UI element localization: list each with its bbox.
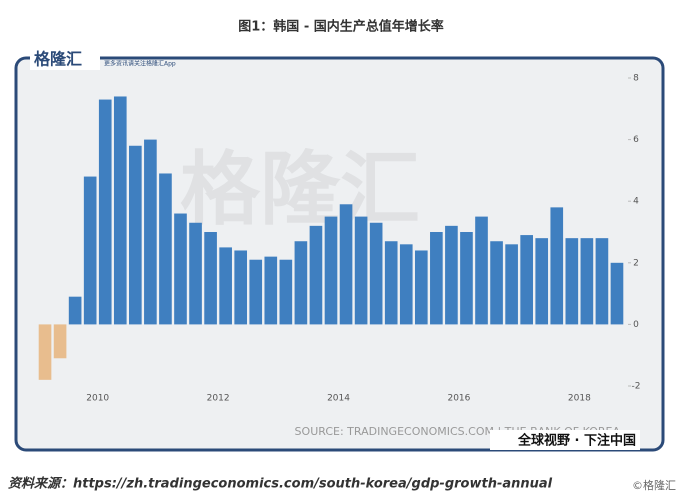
bar [580, 238, 594, 325]
bar [595, 238, 609, 325]
bar [264, 256, 278, 325]
bar [129, 145, 142, 325]
bar [565, 238, 579, 325]
chart-title: 图1：韩国 - 国内生产总值年增长率 [238, 19, 444, 35]
bar [294, 241, 308, 325]
x-tick-label: 2018 [568, 394, 591, 404]
bar [460, 232, 473, 325]
bar [520, 235, 533, 325]
bar [279, 259, 293, 325]
y-tick-label: 4 [633, 197, 639, 207]
bar [354, 216, 368, 325]
bar [535, 238, 549, 325]
bar [430, 232, 443, 325]
x-tick-label: 2014 [327, 394, 350, 404]
chart-frame [14, 56, 665, 452]
y-tick-label: 8 [633, 74, 639, 84]
x-tick-label: 2016 [447, 394, 470, 404]
bar [414, 250, 428, 325]
bar [144, 139, 157, 325]
bar [159, 173, 172, 325]
bar [490, 241, 503, 325]
bar [309, 225, 323, 325]
bar [83, 176, 97, 325]
bar [369, 222, 383, 325]
bar [399, 244, 413, 325]
bar [234, 250, 248, 325]
y-tick-label: 6 [633, 135, 639, 145]
bar [550, 207, 564, 325]
y-tick-label: 2 [633, 258, 639, 268]
slogan-bg [490, 430, 640, 450]
y-tick-label: 0 [633, 320, 639, 330]
copyright: ©格隆汇 [632, 478, 676, 492]
bar [339, 204, 353, 325]
bar [38, 324, 52, 380]
x-tick-label: 2010 [86, 394, 109, 404]
bar [219, 247, 232, 325]
bar [610, 262, 624, 325]
x-tick-label: 2012 [207, 394, 230, 404]
footer: 资料来源：https://zh.tradingeconomics.com/sou… [8, 476, 553, 492]
slogan: 全球视野 · 下注中国 [517, 433, 636, 449]
logo: 格隆汇 [34, 50, 82, 69]
bar [204, 232, 217, 325]
bar [53, 324, 67, 359]
y-tick-label: -2 [632, 382, 641, 392]
bar [174, 213, 187, 325]
bar [324, 216, 338, 325]
bar [113, 96, 127, 325]
bar [68, 296, 82, 325]
bar [475, 216, 488, 325]
bar [505, 244, 518, 325]
bar [445, 225, 458, 325]
bar [249, 259, 263, 325]
watermark: 格隆汇 [180, 143, 420, 236]
bar [98, 99, 112, 325]
logo-caption: 更多资讯请关注格隆汇App [104, 60, 176, 68]
bar [384, 241, 398, 325]
logo-bg [30, 48, 100, 70]
bar [189, 222, 202, 325]
